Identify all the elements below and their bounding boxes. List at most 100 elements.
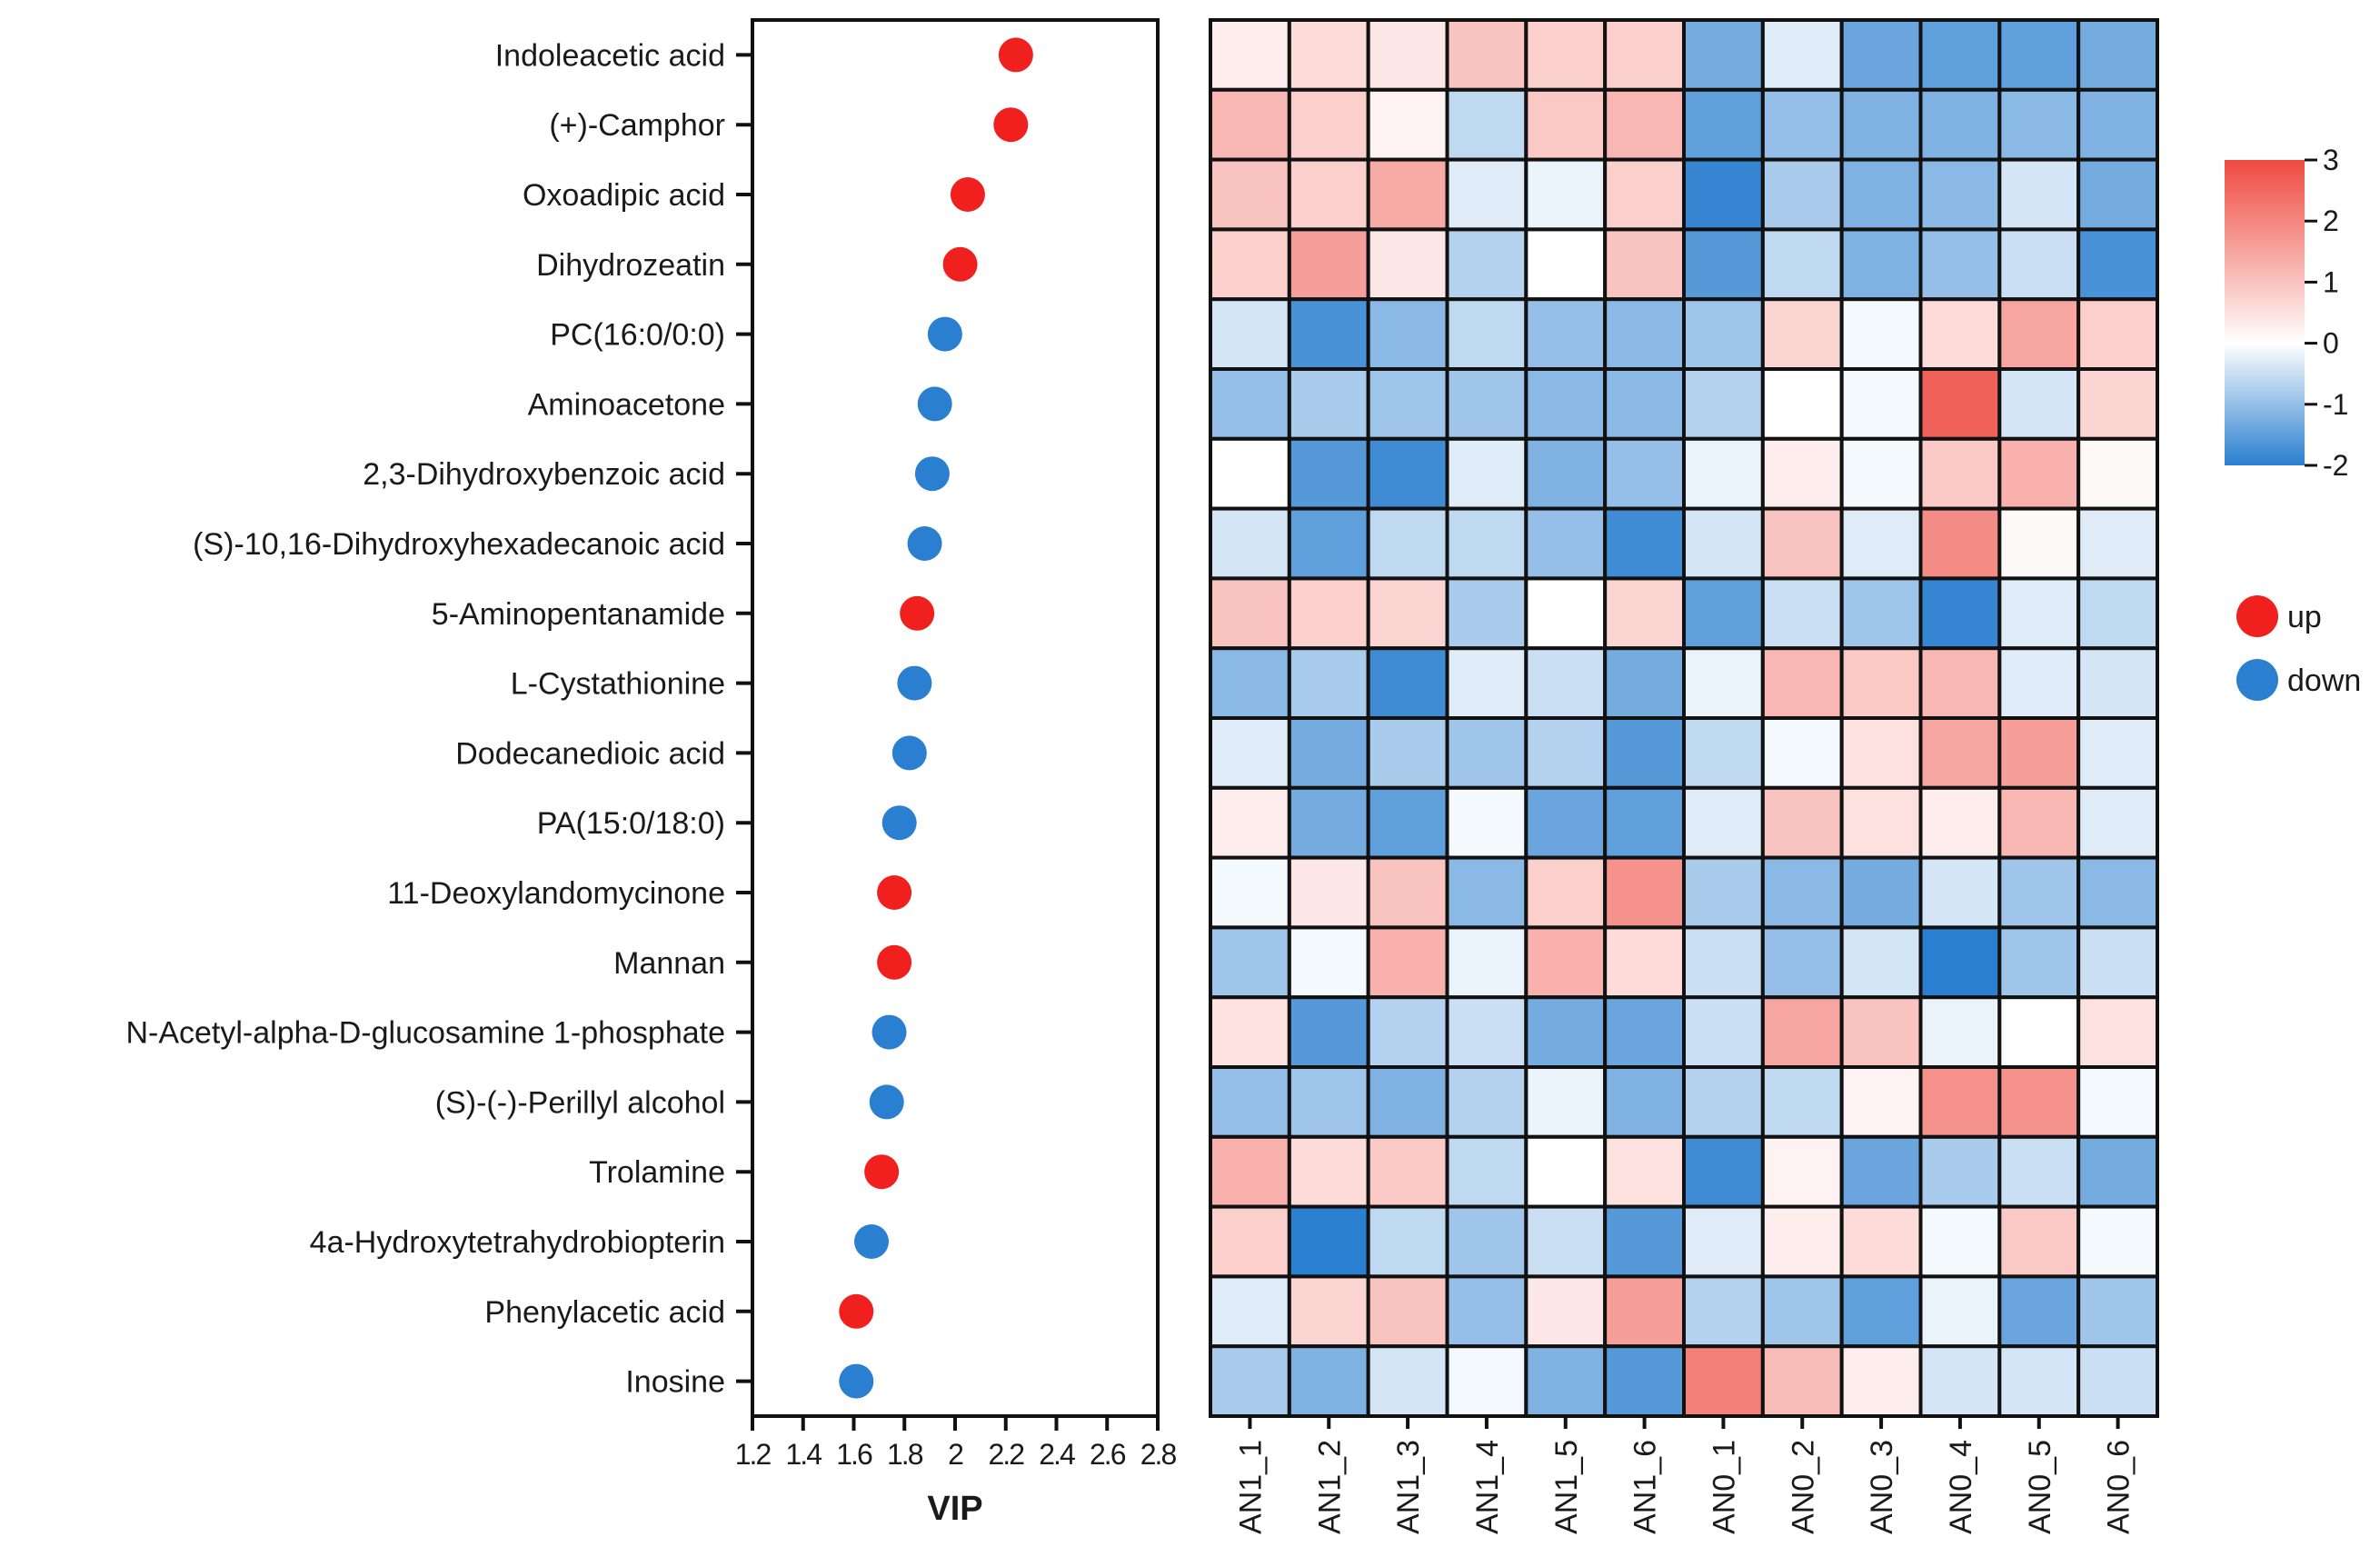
vip-point — [897, 665, 932, 701]
heatmap-cell — [1603, 716, 1686, 790]
heatmap-cell — [1918, 716, 2002, 790]
heatmap-cell — [1918, 87, 2002, 162]
y-tick-label: 2,3-Dihydroxybenzoic acid — [363, 457, 725, 492]
legend-label-up: up — [2287, 600, 2322, 634]
heatmap-cell — [1287, 1065, 1370, 1139]
heatmap-cell — [1287, 87, 1370, 162]
heatmap-cell — [1524, 995, 1608, 1069]
heatmap-cell — [1445, 297, 1529, 372]
heatmap-cell — [1682, 436, 1765, 511]
heatmap-cell — [1445, 506, 1529, 581]
heatmap-cell — [1997, 1204, 2081, 1279]
column-label: AN0_6 — [2102, 1440, 2136, 1534]
vip-point — [869, 1084, 904, 1120]
y-tick-label: Inosine — [625, 1365, 725, 1400]
heatmap-cell — [1997, 785, 2081, 860]
heatmap-cell — [1366, 785, 1449, 860]
heatmap-cell — [1839, 367, 1923, 441]
heatmap-cell — [1366, 227, 1449, 302]
heatmap-cell — [1682, 576, 1765, 651]
y-tick-label: 11-Deoxylandomycinone — [387, 876, 725, 911]
heatmap-cell — [2076, 506, 2160, 581]
heatmap-cell — [1760, 1134, 1844, 1209]
heatmap-cell — [1287, 1134, 1370, 1209]
y-tick-label: N-Acetyl-alpha-D-glucosamine 1-phosphate — [125, 1016, 725, 1051]
column-label: AN0_1 — [1707, 1440, 1741, 1534]
vip-point — [942, 246, 978, 282]
x-tick-label: 1.8 — [887, 1438, 923, 1471]
heatmap-cell — [1524, 506, 1608, 581]
x-tick-label: 2 — [948, 1438, 963, 1471]
heatmap-cell — [1839, 1274, 1923, 1349]
x-axis-title: VIP — [927, 1490, 982, 1528]
heatmap-cell — [1603, 576, 1686, 651]
vip-point — [914, 456, 950, 492]
heatmap-cell — [1209, 157, 1291, 232]
heatmap-cell — [1603, 1274, 1686, 1349]
heatmap-cell — [1839, 297, 1923, 372]
heatmap-cell — [1918, 1274, 2002, 1349]
heatmap-cell — [1366, 1204, 1449, 1279]
heatmap-cell — [1997, 1134, 2081, 1209]
heatmap-cell — [1524, 785, 1608, 860]
heatmap-cell — [1524, 716, 1608, 790]
vip-point — [993, 107, 1029, 143]
heatmap-cell — [1209, 716, 1291, 790]
vip-point — [881, 805, 917, 841]
heatmap-cell — [1603, 855, 1686, 930]
column-label: AN0_4 — [1944, 1440, 1978, 1534]
heatmap-cell — [1209, 1065, 1291, 1139]
heatmap-cell — [1209, 1134, 1291, 1209]
column-label: AN0_3 — [1865, 1440, 1899, 1534]
heatmap-cell — [1603, 18, 1686, 92]
heatmap-cell — [1287, 367, 1370, 441]
vip-point — [917, 386, 952, 422]
heatmap-cell — [1760, 436, 1844, 511]
heatmap-cell — [1603, 1344, 1686, 1418]
heatmap-cell — [2076, 1204, 2160, 1279]
heatmap-cell — [2076, 436, 2160, 511]
heatmap-cell — [1287, 1274, 1370, 1349]
heatmap-cell — [1524, 18, 1608, 92]
y-tick-label: 5-Aminopentanamide — [432, 597, 725, 632]
heatmap-cell — [1287, 297, 1370, 372]
heatmap-cell — [1997, 18, 2081, 92]
heatmap-cell — [1445, 855, 1529, 930]
heatmap-cell — [1287, 227, 1370, 302]
heatmap-cell — [1682, 1344, 1765, 1418]
heatmap-cell — [1445, 18, 1529, 92]
heatmap-cell — [1366, 1344, 1449, 1418]
y-tick-label: L-Cystathionine — [511, 667, 725, 702]
heatmap-cell — [1682, 925, 1765, 1000]
scale-tick-label: 1 — [2323, 265, 2339, 298]
heatmap-cell — [1287, 995, 1370, 1069]
heatmap-cell — [1839, 855, 1923, 930]
heatmap-cell — [1603, 995, 1686, 1069]
heatmap-cell — [1839, 506, 1923, 581]
heatmap-cell — [2076, 297, 2160, 372]
heatmap-cell — [1287, 157, 1370, 232]
heatmap-cell — [1997, 227, 2081, 302]
heatmap-cell — [1287, 1204, 1370, 1279]
heatmap-cell — [1445, 646, 1529, 721]
heatmap-cell — [1366, 436, 1449, 511]
heatmap-cell — [1287, 576, 1370, 651]
vip-dot-plot: Indoleacetic acid (+)-Camphor Oxoadipic ac… — [125, 18, 1178, 1528]
heatmap-cell — [1524, 297, 1608, 372]
y-tick-label: PA(15:0/18:0) — [537, 806, 725, 841]
heatmap-cell — [1839, 1204, 1923, 1279]
y-tick-label: (S)-10,16-Dihydroxyhexadecanoic acid — [193, 527, 725, 562]
heatmap-cell — [1209, 995, 1291, 1069]
heatmap-cell — [1603, 1134, 1686, 1209]
heatmap-cell — [1997, 1065, 2081, 1139]
y-tick-label: (+)-Camphor — [549, 108, 725, 143]
heatmap-cell — [1445, 1065, 1529, 1139]
heatmap-cell — [1287, 855, 1370, 930]
heatmap-cell — [1918, 436, 2002, 511]
heatmap-cell — [1445, 1204, 1529, 1279]
heatmap-cell — [1918, 995, 2002, 1069]
y-tick-label: 4a-Hydroxytetrahydrobiopterin — [310, 1225, 725, 1260]
heatmap-cell — [2076, 227, 2160, 302]
vip-point — [998, 37, 1033, 73]
heatmap-cell — [1209, 1274, 1291, 1349]
